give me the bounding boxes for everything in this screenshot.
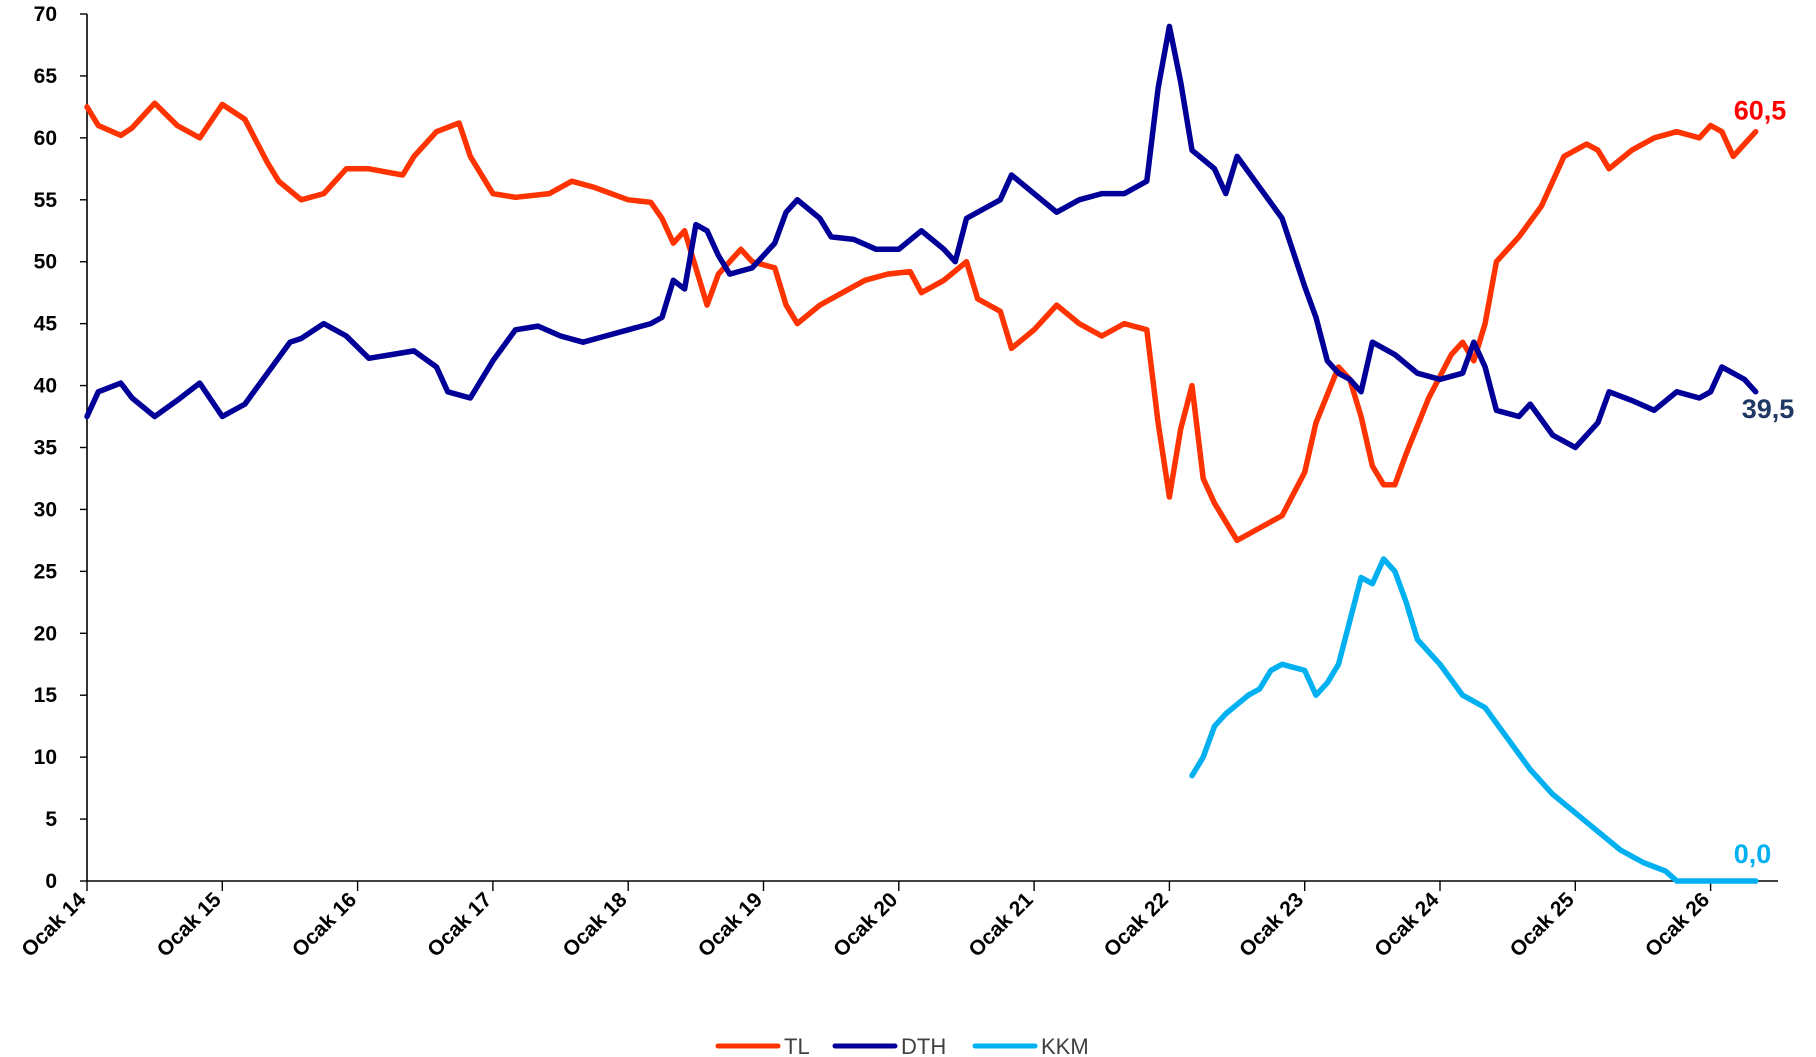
series-line-tl xyxy=(84,100,1759,544)
legend-item-tl: TL xyxy=(715,1034,810,1057)
y-tick-label: 55 xyxy=(34,189,58,212)
end-label-dth: 39,5 xyxy=(1742,394,1795,424)
x-tick-label: Ocak 25 xyxy=(1506,888,1579,961)
y-tick-label: 70 xyxy=(34,3,57,26)
y-tick-label: 60 xyxy=(34,127,57,150)
series-line-kkm xyxy=(1189,556,1759,884)
x-tick-label: Ocak 18 xyxy=(558,888,631,961)
x-axis: Ocak 14 Ocak 15 Ocak 16 Ocak 17 Ocak 18 Ocak … xyxy=(17,880,1778,962)
legend-label: KKM xyxy=(1041,1034,1089,1057)
x-tick-label: Ocak 21 xyxy=(964,888,1037,961)
y-tick-label: 20 xyxy=(34,622,57,645)
y-tick-label: 45 xyxy=(34,313,58,336)
y-tick-label: 25 xyxy=(34,560,58,583)
y-tick-label: 50 xyxy=(34,251,57,274)
y-tick-label: 40 xyxy=(34,375,57,398)
x-tick-label: Ocak 23 xyxy=(1235,888,1308,961)
legend: TL DTH KKM xyxy=(715,1034,1089,1057)
series-lines xyxy=(84,23,1759,884)
x-tick-label: Ocak 24 xyxy=(1370,888,1443,961)
end-labels: 60,5 39,5 0,0 xyxy=(1734,96,1795,869)
legend-label: DTH xyxy=(901,1034,946,1057)
legend-item-kkm: KKM xyxy=(972,1034,1089,1057)
y-tick-label: 35 xyxy=(34,437,58,460)
x-tick-label: Ocak 26 xyxy=(1641,888,1714,961)
series-line-dth xyxy=(84,23,1759,451)
x-tick-label: Ocak 19 xyxy=(694,888,767,961)
y-tick-label: 15 xyxy=(34,684,58,707)
y-tick-label: 10 xyxy=(34,746,57,769)
y-tick-label: 0 xyxy=(45,870,57,893)
x-tick-label: Ocak 15 xyxy=(153,888,226,961)
legend-item-dth: DTH xyxy=(832,1034,946,1057)
y-tick-label: 5 xyxy=(45,808,57,831)
y-axis: 0 5 10 15 20 25 30 35 40 45 50 55 60 65 70 xyxy=(34,3,88,893)
x-tick-label: Ocak 17 xyxy=(423,888,496,961)
end-label-kkm: 0,0 xyxy=(1734,839,1772,869)
y-tick-label: 65 xyxy=(34,65,58,88)
x-tick-label: Ocak 20 xyxy=(829,888,902,961)
end-label-tl: 60,5 xyxy=(1734,96,1787,126)
y-tick-label: 30 xyxy=(34,498,57,521)
x-tick-label: Ocak 14 xyxy=(17,888,90,961)
x-tick-label: Ocak 16 xyxy=(288,888,361,961)
x-tick-label: Ocak 22 xyxy=(1100,888,1173,961)
legend-label: TL xyxy=(784,1034,810,1057)
